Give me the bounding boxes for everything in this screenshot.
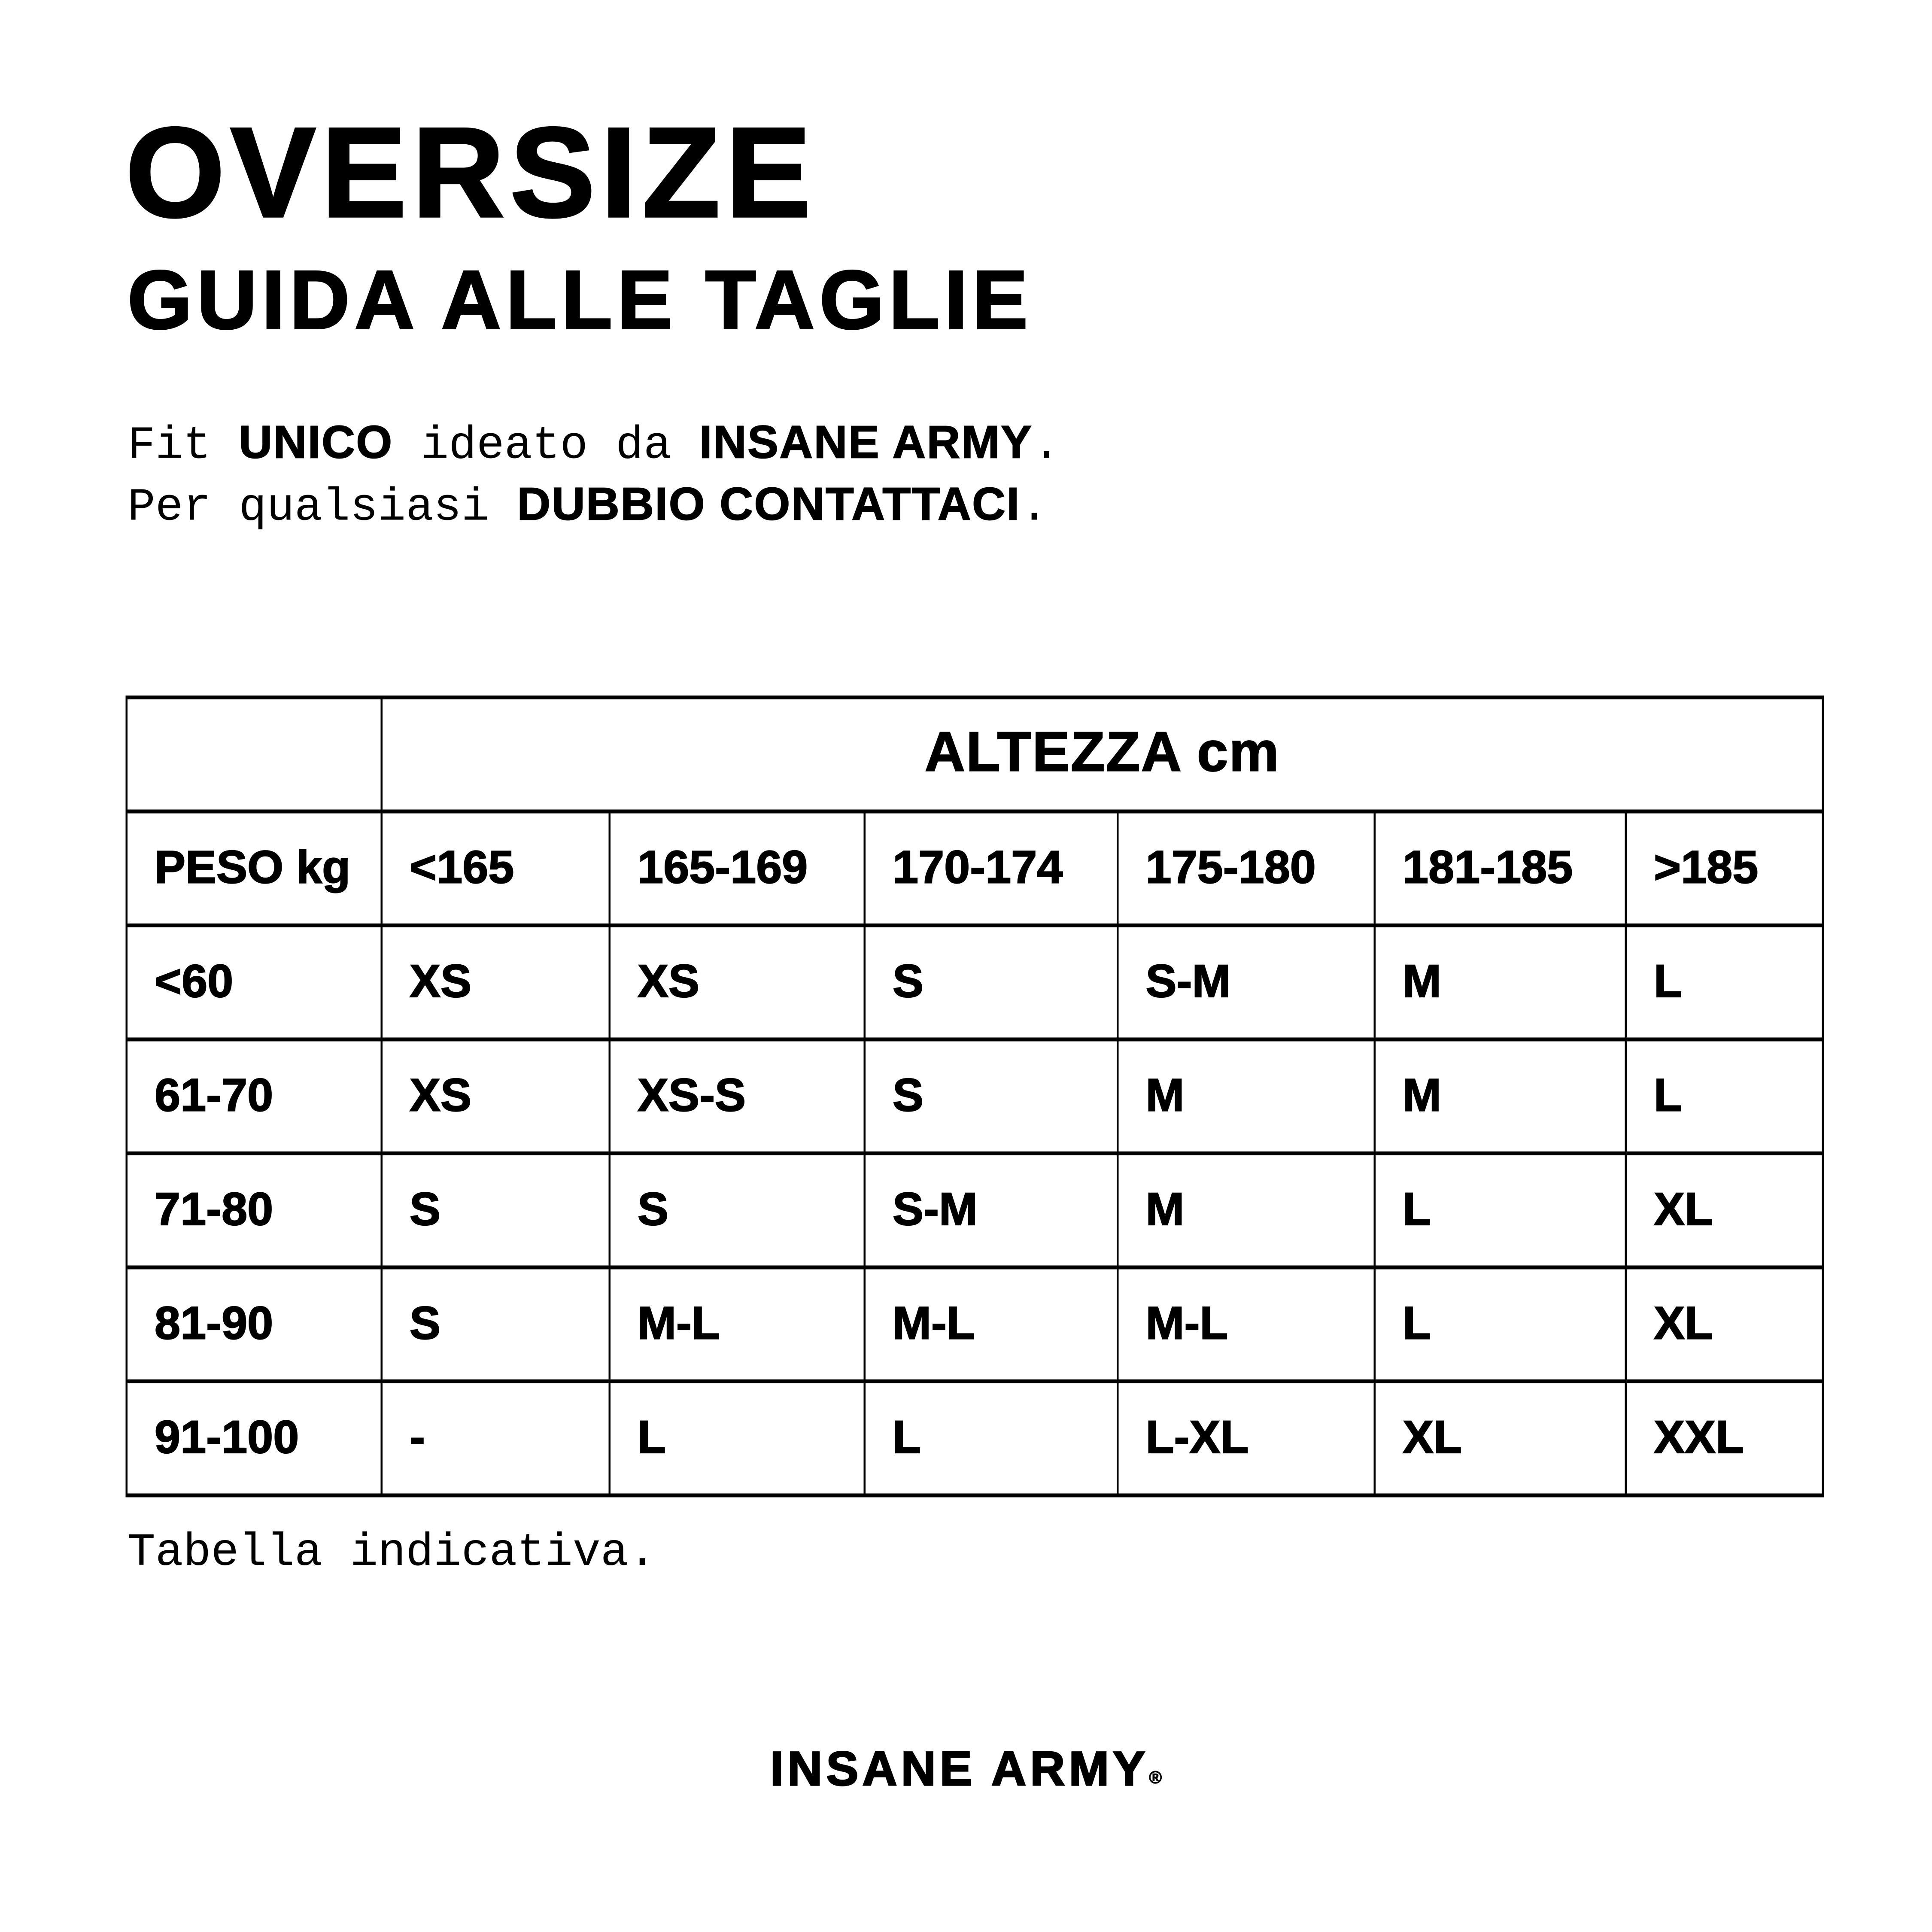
height-range-header: 165-169 [608,809,866,927]
intro-line-2: Per qualsiasi DUBBIO CONTATTACI. [128,482,1048,535]
size-cell: S [380,1151,611,1270]
brand-logo-text: INSANE ARMY [769,1743,1149,1797]
size-cell: S-M [1117,923,1376,1042]
registered-trademark-icon: ® [1149,1768,1162,1787]
table-row: 91-100 - L L L-XL XL XXL [125,1379,1824,1498]
height-header-cell: ALTEZZA cm [380,696,1824,814]
size-cell: XL [1625,1265,1824,1383]
size-cell: M [1373,923,1627,1042]
size-cell: L [1625,923,1824,1042]
size-cell: L-XL [1117,1379,1376,1498]
height-range-header: 181-185 [1373,809,1627,927]
size-cell: XXL [1625,1379,1824,1498]
height-range-header: 170-174 [863,809,1119,927]
weight-header-cell: PESO kg [125,809,383,927]
size-cell: S [863,923,1119,1042]
intro-line-1: Fit UNICO ideato da INSANE ARMY. [128,420,1061,474]
size-cell: M-L [863,1265,1119,1383]
intro-emphasis-brand: INSANE ARMY [699,417,1033,470]
size-cell: L [1373,1151,1627,1270]
weight-range-label: 61-70 [125,1037,383,1155]
brand-logo: INSANE ARMY® [0,1745,1932,1795]
empty-corner-cell [125,696,383,814]
intro-emphasis-contact: DUBBIO CONTATTACI [516,479,1021,532]
size-cell: M [1373,1037,1627,1155]
table-header-row: ALTEZZA cm [125,696,1824,814]
size-cell: - [380,1379,611,1498]
weight-range-label: 91-100 [125,1379,383,1498]
size-cell: S [608,1151,866,1270]
size-cell: XS [380,1037,611,1155]
intro-text: . [1033,421,1061,474]
size-cell: S-M [863,1151,1119,1270]
intro-text: ideato da [393,421,699,474]
weight-range-label: 81-90 [125,1265,383,1383]
size-cell: L [1373,1265,1627,1383]
height-range-header: <165 [380,809,611,927]
page-subtitle: GUIDA ALLE TAGLIE [127,255,1033,348]
size-cell: L [1625,1037,1824,1155]
column-header-row: PESO kg <165 165-169 170-174 175-180 181… [125,809,1824,927]
size-cell: L [608,1379,866,1498]
intro-text: Fit [128,421,239,474]
table-row: 61-70 XS XS-S S M M L [125,1037,1824,1155]
size-cell: XS-S [608,1037,866,1155]
table-row: 71-80 S S S-M M L XL [125,1151,1824,1270]
weight-range-label: 71-80 [125,1151,383,1270]
height-range-header: 175-180 [1117,809,1376,927]
size-cell: M-L [608,1265,866,1383]
size-cell: S [380,1265,611,1383]
size-cell: M-L [1117,1265,1376,1383]
size-cell: XL [1625,1151,1824,1270]
table-row: <60 XS XS S S-M M L [125,923,1824,1042]
size-cell: XS [608,923,866,1042]
size-cell: L [863,1379,1119,1498]
intro-text: Per qualsiasi [128,483,517,535]
weight-range-label: <60 [125,923,383,1042]
intro-emphasis-unico: UNICO [238,417,393,470]
size-cell: XS [380,923,611,1042]
height-range-header: >185 [1625,809,1824,927]
page-title: OVERSIZE [125,100,817,243]
size-cell: M [1117,1037,1376,1155]
size-chart-table: ALTEZZA cm PESO kg <165 165-169 170-174 … [125,696,1824,1498]
size-cell: S [863,1037,1119,1155]
table-row: 81-90 S M-L M-L M-L L XL [125,1265,1824,1383]
intro-text: . [1020,483,1048,535]
size-cell: M [1117,1151,1376,1270]
size-cell: XL [1373,1379,1627,1498]
table-disclaimer: Tabella indicativa. [128,1528,656,1580]
